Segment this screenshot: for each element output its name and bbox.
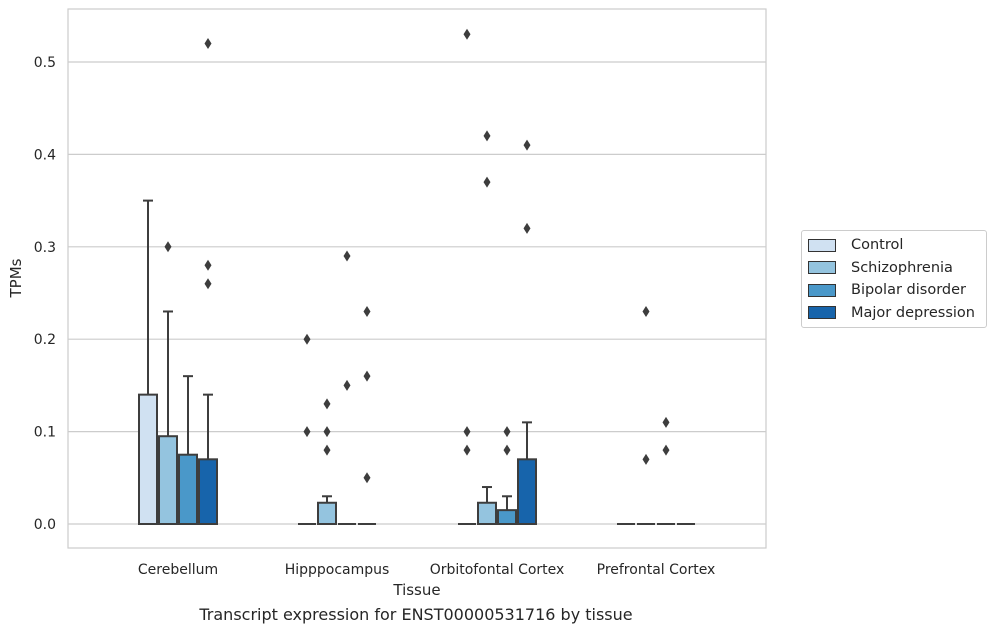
outlier-point bbox=[662, 444, 670, 456]
y-tick-labels: 0.0 0.1 0.2 0.3 0.4 0.5 bbox=[34, 55, 56, 533]
outlier-point bbox=[662, 416, 670, 428]
x-tick-label: Prefrontal Cortex bbox=[597, 562, 716, 578]
box-rect bbox=[158, 435, 178, 525]
box-schizophrenia bbox=[477, 130, 497, 525]
outlier-point bbox=[523, 139, 531, 151]
outlier-point bbox=[303, 333, 311, 345]
x-axis-label: Tissue bbox=[392, 581, 440, 599]
legend-item: Bipolar disorder bbox=[802, 279, 986, 302]
y-axis-label: TPMs bbox=[7, 258, 25, 298]
box-rect bbox=[477, 501, 497, 525]
box-rect bbox=[198, 458, 218, 526]
box-series bbox=[138, 28, 695, 526]
x-tick-label: Cerebellum bbox=[138, 562, 218, 578]
box-control bbox=[138, 199, 158, 526]
box-bipolar-disorder bbox=[497, 426, 517, 526]
x-tick-labels: Cerebellum Hipppocampus Orbitofontal Corte… bbox=[138, 562, 715, 578]
box-control bbox=[458, 28, 476, 525]
outlier-point bbox=[483, 176, 491, 188]
chart-caption: Transcript expression for ENST0000053171… bbox=[199, 605, 633, 624]
box-control bbox=[298, 333, 316, 525]
box-rect bbox=[138, 393, 158, 526]
legend-label: Control bbox=[851, 237, 904, 254]
outlier-point bbox=[323, 398, 331, 410]
plot-frame bbox=[67, 8, 767, 549]
outlier-point bbox=[363, 305, 371, 317]
y-tick-label: 0.1 bbox=[34, 425, 56, 441]
y-tick-label: 0.3 bbox=[34, 240, 56, 256]
legend-label: Major depression bbox=[851, 304, 975, 321]
legend-label: Bipolar disorder bbox=[851, 282, 966, 299]
legend-item: Control bbox=[802, 234, 986, 257]
outlier-point bbox=[463, 28, 471, 40]
outlier-point bbox=[204, 38, 212, 50]
box-schizophrenia bbox=[317, 398, 337, 525]
outlier-point bbox=[463, 444, 471, 456]
y-tick-label: 0.4 bbox=[34, 147, 56, 163]
legend-item: Major depression bbox=[802, 302, 986, 325]
box-major-depression bbox=[358, 305, 376, 525]
outlier-point bbox=[303, 426, 311, 438]
legend-swatch bbox=[808, 261, 836, 275]
box-rect bbox=[317, 501, 337, 525]
legend-label: Schizophrenia bbox=[851, 259, 953, 276]
y-tick-label: 0.2 bbox=[34, 332, 56, 348]
outlier-point bbox=[503, 444, 511, 456]
outlier-point bbox=[343, 379, 351, 391]
outlier-point bbox=[323, 426, 331, 438]
box-rect bbox=[178, 453, 198, 526]
box-bipolar-disorder bbox=[338, 250, 356, 525]
outlier-point bbox=[363, 472, 371, 484]
legend-swatch bbox=[808, 238, 836, 252]
box-major-depression bbox=[517, 139, 537, 526]
outlier-point bbox=[204, 278, 212, 290]
box-major-depression bbox=[198, 38, 218, 526]
legend-item: Schizophrenia bbox=[802, 257, 986, 280]
outlier-point bbox=[164, 241, 172, 253]
outlier-point bbox=[642, 453, 650, 465]
outlier-point bbox=[323, 444, 331, 456]
outlier-point bbox=[343, 250, 351, 262]
box-schizophrenia bbox=[158, 241, 178, 525]
outlier-point bbox=[483, 130, 491, 142]
legend: Control Schizophrenia Bipolar disorder Majo… bbox=[801, 230, 987, 328]
outlier-point bbox=[523, 222, 531, 234]
box-rect bbox=[497, 509, 517, 526]
outlier-point bbox=[363, 370, 371, 382]
box-bipolar-disorder bbox=[657, 416, 675, 525]
outlier-point bbox=[642, 305, 650, 317]
box-schizophrenia bbox=[637, 305, 655, 525]
legend-swatch bbox=[808, 283, 836, 297]
y-tick-label: 0.5 bbox=[34, 55, 56, 71]
box-bipolar-disorder bbox=[178, 375, 198, 526]
x-tick-label: Orbitofontal Cortex bbox=[430, 562, 565, 578]
outlier-point bbox=[503, 426, 511, 438]
legend-swatch bbox=[808, 306, 836, 320]
y-tick-label: 0.0 bbox=[34, 517, 56, 533]
x-tick-label: Hipppocampus bbox=[285, 562, 390, 578]
outlier-point bbox=[463, 426, 471, 438]
outlier-point bbox=[204, 259, 212, 271]
box-rect bbox=[517, 458, 537, 526]
